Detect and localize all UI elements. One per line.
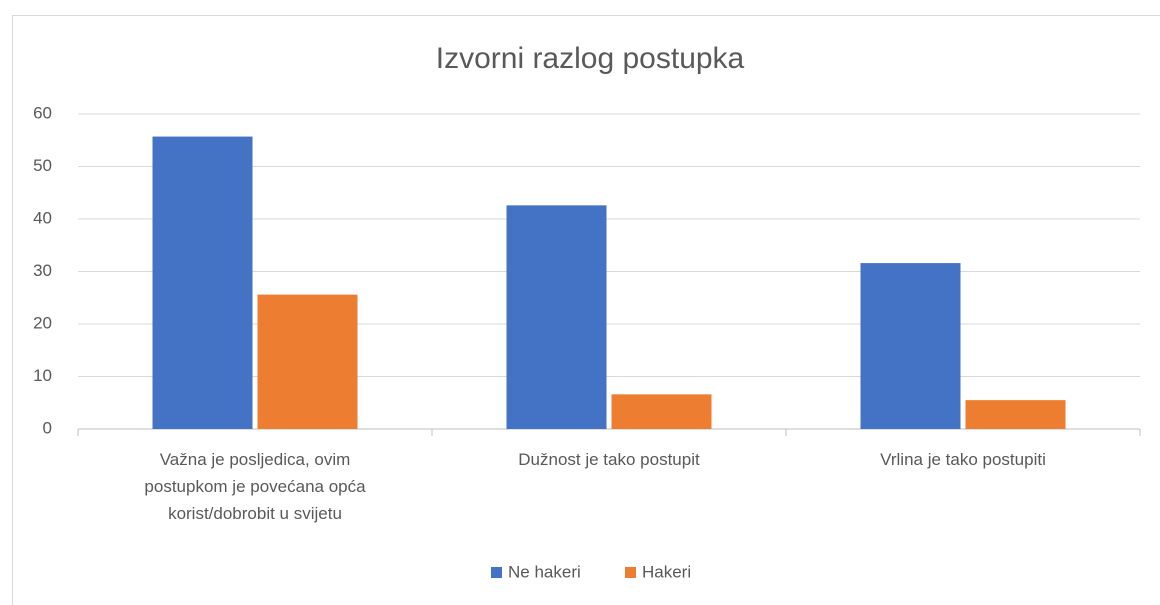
bar: [257, 294, 358, 429]
x-tick-label: Vrlina je tako postupiti: [880, 450, 1046, 469]
y-tick-label: 60: [33, 103, 52, 122]
y-tick-label: 50: [33, 156, 52, 175]
bar: [611, 394, 712, 429]
legend-label: Ne hakeri: [508, 562, 581, 581]
y-tick-label: 40: [33, 208, 52, 227]
y-tick-label: 10: [33, 366, 52, 385]
chart-frame: [12, 15, 1160, 605]
x-tick-label: Važna je posljedica, ovim postupkom je p…: [144, 450, 366, 523]
legend-swatch: [625, 567, 636, 578]
bar: [965, 400, 1066, 429]
legend-swatch: [491, 567, 502, 578]
y-tick-label: 20: [33, 313, 52, 332]
bar: [506, 205, 607, 429]
bar: [860, 263, 961, 429]
y-tick-label: 30: [33, 261, 52, 280]
bar: [152, 136, 253, 429]
chart-title: Izvorni razlog postupka: [436, 42, 745, 75]
x-tick-label: Dužnost je tako postupit: [518, 450, 700, 469]
legend-label: Hakeri: [642, 562, 691, 581]
y-tick-label: 0: [43, 418, 52, 437]
